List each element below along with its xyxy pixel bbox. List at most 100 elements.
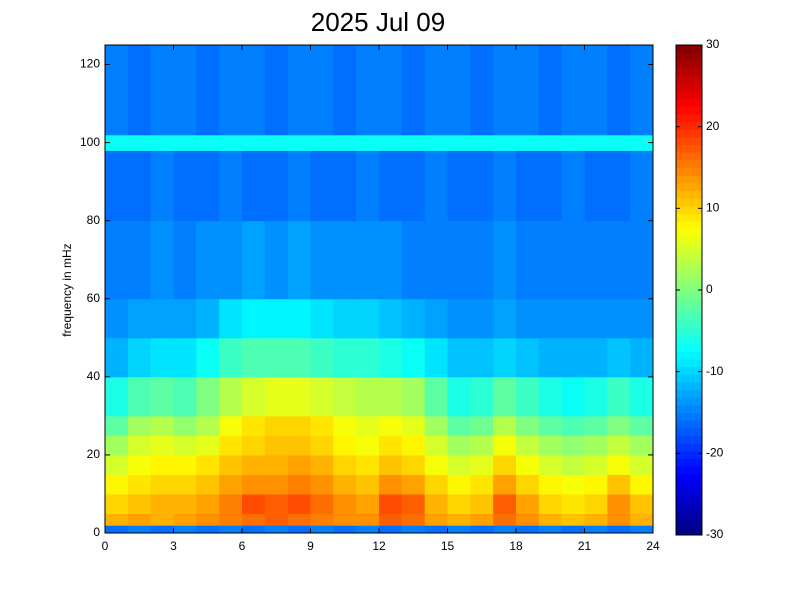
heatmap-cell [242, 220, 266, 300]
x-tick-label: 3 [170, 539, 177, 553]
heatmap-cell [173, 454, 197, 475]
heatmap-cell [105, 493, 129, 514]
heatmap-cell [630, 454, 654, 475]
heatmap-cell [310, 45, 334, 136]
heatmap-cell [447, 454, 471, 475]
colorbar-tick-label: -30 [706, 527, 724, 541]
colorbar-step [676, 297, 702, 306]
heatmap-cell [607, 150, 631, 222]
heatmap-cell [287, 513, 311, 526]
colorbar-step [676, 67, 702, 77]
colorbar-step [676, 274, 702, 283]
heatmap-cell [196, 337, 220, 378]
heatmap-cell [173, 134, 197, 151]
heatmap-cell [287, 134, 311, 151]
heatmap-cell [264, 298, 289, 339]
heatmap-cell [493, 525, 517, 534]
x-tick-label: 9 [307, 539, 314, 553]
heatmap-cell [584, 525, 608, 534]
colorbar-step [676, 167, 702, 176]
heatmap-cell [561, 150, 585, 222]
x-tick-label: 12 [372, 539, 386, 553]
colorbar-step [676, 144, 702, 153]
heatmap-cell [356, 220, 380, 300]
colorbar-step [676, 435, 702, 444]
heatmap-cell [127, 45, 152, 136]
y-axis-label: frequency in mHz [60, 243, 74, 336]
heatmap-cell [310, 435, 334, 456]
heatmap-cell [447, 493, 471, 514]
heatmap-cell [379, 134, 403, 151]
heatmap-cell [105, 150, 129, 222]
heatmap-cell [264, 513, 289, 526]
heatmap-cell [219, 220, 243, 300]
heatmap-cell [379, 220, 403, 300]
heatmap-cell [127, 474, 152, 495]
heatmap-cell [333, 376, 357, 417]
heatmap-cell [584, 150, 608, 222]
heatmap-cell [105, 513, 129, 526]
heatmap-cell [470, 415, 494, 436]
heatmap-cell [310, 376, 334, 417]
heatmap-cell [561, 525, 585, 534]
colorbar-step [676, 221, 702, 230]
heatmap-cell [264, 474, 289, 495]
heatmap-cell [401, 337, 426, 378]
heatmap-cell [242, 150, 266, 222]
heatmap-cell [196, 45, 220, 136]
colorbar-step [676, 420, 702, 429]
heatmap-cell [493, 376, 517, 417]
colorbar-step [676, 351, 702, 360]
heatmap-cell [264, 220, 289, 300]
heatmap-cell [493, 493, 517, 514]
heatmap-cell [401, 415, 426, 436]
colorbar-step [676, 98, 702, 107]
heatmap-cell [333, 45, 357, 136]
heatmap-cell [173, 150, 197, 222]
heatmap-cell [538, 435, 563, 456]
heatmap-cell [287, 298, 311, 339]
heatmap-cell [379, 298, 403, 339]
heatmap-cell [356, 435, 380, 456]
heatmap-cell [424, 454, 448, 475]
colorbar-step [676, 182, 702, 191]
heatmap-cell [196, 415, 220, 436]
heatmap-cell [561, 376, 585, 417]
heatmap-cell [516, 298, 540, 339]
heatmap-cell [561, 298, 585, 339]
colorbar-step [676, 481, 702, 490]
heatmap-cell [447, 525, 471, 534]
colorbar-step [676, 83, 702, 92]
heatmap-cell [173, 45, 197, 136]
heatmap-cell [356, 150, 380, 222]
heatmap-cell [356, 376, 380, 417]
heatmap-cell [264, 150, 289, 222]
colorbar-step [676, 527, 702, 536]
heatmap-cell [470, 454, 494, 475]
heatmap-cell [333, 134, 357, 151]
heatmap-cell [516, 376, 540, 417]
heatmap-cell [561, 474, 585, 495]
colorbar-tick-label: -10 [706, 364, 724, 378]
heatmap-cell [584, 493, 608, 514]
colorbar-step [676, 328, 702, 337]
heatmap-cell [538, 220, 563, 300]
heatmap-cell [333, 220, 357, 300]
x-tick-label: 18 [509, 539, 523, 553]
colorbar-step [676, 458, 702, 467]
y-tick-label: 100 [80, 135, 100, 149]
heatmap-cell [561, 337, 585, 378]
heatmap-cell [424, 435, 448, 456]
heatmap-cell [401, 474, 426, 495]
heatmap-cell [516, 337, 540, 378]
heatmap-cell [516, 435, 540, 456]
heatmap-cell [219, 454, 243, 475]
heatmap-cell [264, 376, 289, 417]
heatmap-cell [356, 513, 380, 526]
heatmap-cell [607, 298, 631, 339]
heatmap-cell [379, 435, 403, 456]
heatmap-cell [379, 454, 403, 475]
colorbar-step [676, 397, 702, 406]
heatmap-cell [310, 513, 334, 526]
heatmap-cell [424, 493, 448, 514]
